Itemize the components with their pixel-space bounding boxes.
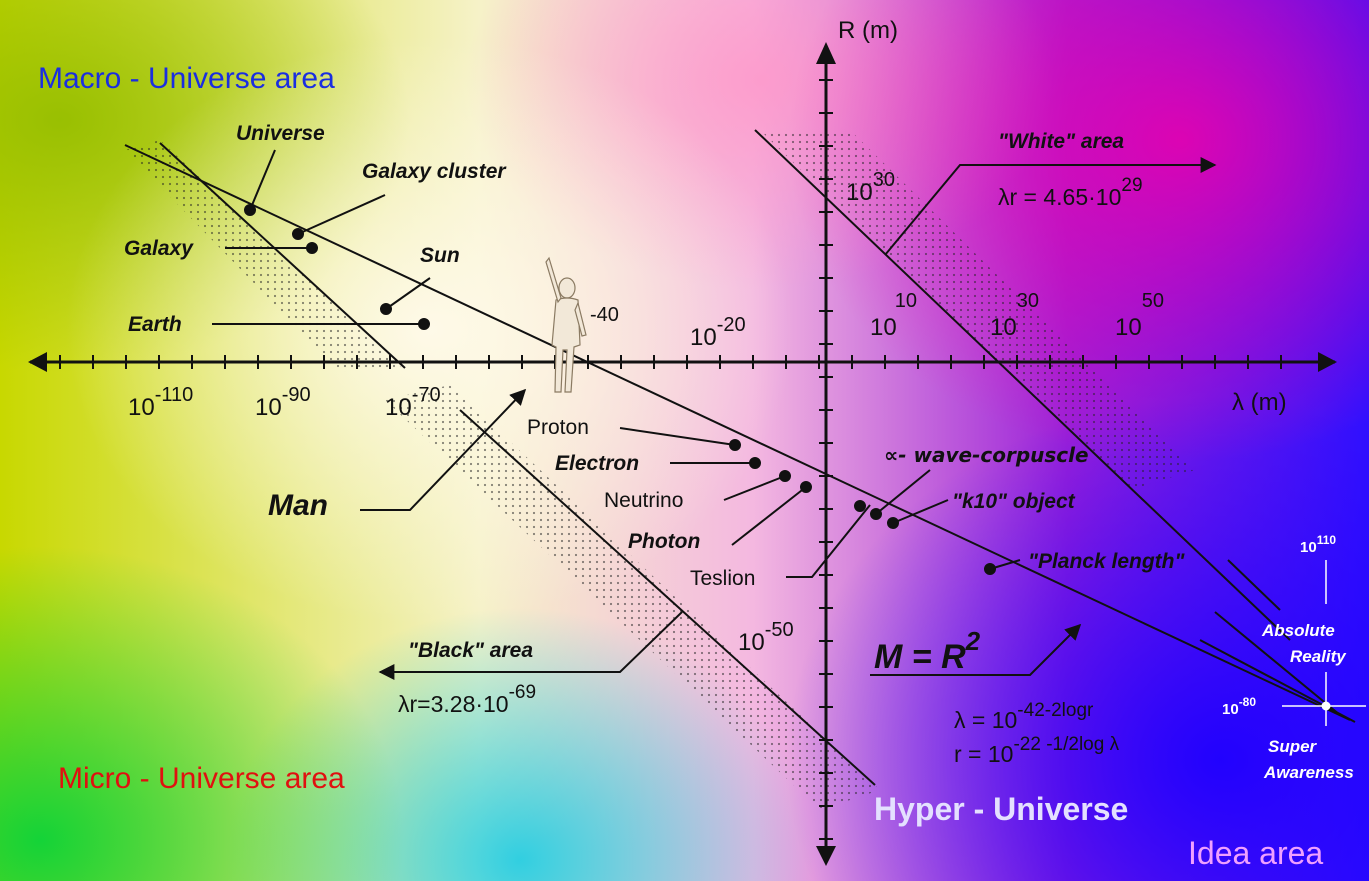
r-formula: r = 10-22 -1/2log λ (954, 734, 1120, 767)
planck-length-point (984, 563, 996, 575)
earth-label: Earth (128, 313, 182, 336)
black-area-arrow (378, 611, 683, 680)
man-pointer-arrow (360, 388, 527, 511)
wave-corpuscle-label: ∝- wave-corpuscle (884, 443, 1089, 467)
teslion-point (854, 500, 866, 512)
super-awareness-point (1321, 701, 1331, 711)
x-tick-label: 10-90 (255, 384, 311, 421)
lambda-formula: λ = 10-42-2logr (954, 700, 1094, 733)
super-label: Super (1268, 737, 1318, 756)
awareness-label: Awareness (1263, 763, 1354, 782)
white-shaded-band (760, 130, 1195, 490)
macro-region-title: Macro - Universe area (38, 62, 335, 95)
main-formula: M = R2 (874, 626, 981, 676)
macro-objects (212, 149, 431, 330)
electron-label: Electron (555, 452, 639, 475)
teslion-label: Teslion (690, 567, 755, 590)
proton-label: Proton (527, 416, 589, 439)
x-tick-label: -40 (590, 304, 619, 326)
micro-region-title: Micro - Universe area (58, 762, 345, 795)
macro-shaded-band (125, 140, 402, 372)
axes (28, 42, 1337, 866)
x-tick-label: 10-110 (128, 384, 193, 421)
white-area-arrow (884, 157, 1217, 256)
x-tick-label: 1030 (990, 290, 1039, 341)
black-boundary-line (459, 409, 876, 786)
scale-bottom-label: 10-80 (1222, 695, 1256, 718)
reality-label: Reality (1290, 647, 1347, 666)
y-tick-label: 10-50 (738, 619, 794, 656)
boundary-lines (124, 129, 1356, 786)
universe-point (244, 204, 256, 216)
photon-point (800, 481, 812, 493)
y-axis-arrow-bottom (816, 846, 836, 866)
neutrino-point (779, 470, 791, 482)
sun-label: Sun (420, 244, 460, 267)
black-area-title: "Black" area (408, 639, 533, 662)
proton-point (729, 439, 741, 451)
universe-label: Universe (236, 122, 325, 145)
x-tick-label: 10-20 (690, 314, 746, 351)
photon-label: Photon (628, 530, 700, 553)
reality-scale (1282, 560, 1366, 726)
convergence-line-b (1214, 611, 1341, 716)
micro-objects (619, 427, 871, 578)
white-boundary-line (754, 129, 1291, 641)
main-correspondence-line (124, 144, 1351, 721)
shaded-bands (125, 130, 1195, 810)
idea-region-title: Idea area (1188, 835, 1323, 871)
planck-length-label: "Planck length" (1028, 550, 1185, 573)
x-axis-arrow-right (1318, 352, 1337, 372)
y-axis-arrow-top (816, 42, 836, 64)
white-area-formula: λr = 4.65·1029 (998, 175, 1143, 210)
galaxy-cluster-label: Galaxy cluster (362, 160, 507, 183)
k10-object-point (887, 517, 899, 529)
galaxy-label: Galaxy (124, 237, 194, 260)
k10-object-label: "k10" object (952, 490, 1076, 513)
electron-point (749, 457, 761, 469)
x-axis-label: λ (m) (1232, 389, 1287, 416)
earth-point (418, 318, 430, 330)
scale-top-label: 10110 (1300, 533, 1336, 556)
hyper-objects (870, 469, 1281, 611)
white-area-title: "White" area (998, 130, 1124, 153)
main-formula-arrow (870, 623, 1082, 676)
sun-point (380, 303, 392, 315)
neutrino-label: Neutrino (604, 489, 683, 512)
man-figure (545, 256, 587, 393)
black-area-formula: λr=3.28·10-69 (398, 682, 536, 717)
y-tick-label: 1030 (846, 169, 895, 206)
y-axis-tick-marks (819, 79, 833, 840)
wave-corpuscle-point (870, 508, 882, 520)
x-axis-tick-marks (59, 355, 1282, 369)
x-axis-arrow-left (28, 352, 47, 372)
x-tick-labels: 10-110 10-90 10-70 -40 10-20 1010 1030 1… (128, 290, 1164, 421)
x-tick-label: 1050 (1115, 290, 1164, 341)
hyper-region-title: Hyper - Universe (874, 791, 1128, 827)
black-shaded-band (385, 385, 880, 810)
absolute-label: Absolute (1261, 621, 1335, 640)
man-label: Man (268, 489, 328, 522)
x-tick-label: 1010 (870, 290, 917, 341)
y-axis-label: R (m) (838, 17, 898, 44)
galaxy-cluster-point (292, 228, 304, 240)
galaxy-point (306, 242, 318, 254)
x-tick-label: 10-70 (385, 384, 441, 421)
